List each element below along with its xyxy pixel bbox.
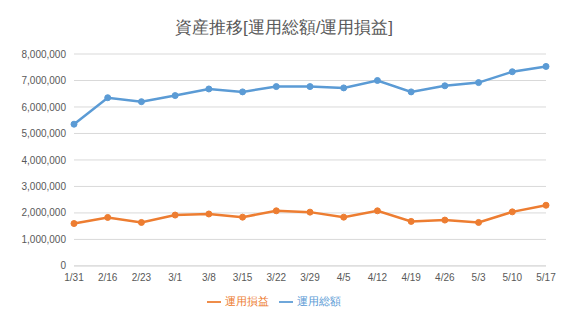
svg-text:8,000,000: 8,000,000 <box>22 49 67 60</box>
svg-text:3/15: 3/15 <box>233 272 253 283</box>
svg-text:7,000,000: 7,000,000 <box>22 75 67 86</box>
html-text:資産推移[運用総額/運用損益]: 資産推移[運用総額/運用損益] <box>174 18 394 37</box>
svg-text:0: 0 <box>60 260 66 271</box>
svg-text:4/5: 4/5 <box>337 272 351 283</box>
svg-text:4/19: 4/19 <box>401 272 421 283</box>
svg-text:3/22: 3/22 <box>267 272 287 283</box>
svg-text:4/26: 4/26 <box>435 272 455 283</box>
svg-text:5,000,000: 5,000,000 <box>22 128 67 139</box>
svg-text:1/31: 1/31 <box>64 272 84 283</box>
svg-text:3/29: 3/29 <box>300 272 320 283</box>
svg-text:3/8: 3/8 <box>202 272 216 283</box>
svg-text:5/17: 5/17 <box>536 272 556 283</box>
svg-text:2/23: 2/23 <box>132 272 152 283</box>
svg-text:3,000,000: 3,000,000 <box>22 181 67 192</box>
svg-text:6,000,000: 6,000,000 <box>22 102 67 113</box>
svg-text:5/10: 5/10 <box>503 272 523 283</box>
svg-text:3/1: 3/1 <box>168 272 182 283</box>
html-text:運用損益: 運用損益 <box>225 294 269 307</box>
svg-text:4/12: 4/12 <box>368 272 388 283</box>
svg-text:2,000,000: 2,000,000 <box>22 207 67 218</box>
svg-text:4,000,000: 4,000,000 <box>22 155 67 166</box>
svg-text:1,000,000: 1,000,000 <box>22 234 67 245</box>
svg-text:5/3: 5/3 <box>472 272 486 283</box>
svg-text:2/16: 2/16 <box>98 272 118 283</box>
html-text:運用総額: 運用総額 <box>297 294 341 307</box>
